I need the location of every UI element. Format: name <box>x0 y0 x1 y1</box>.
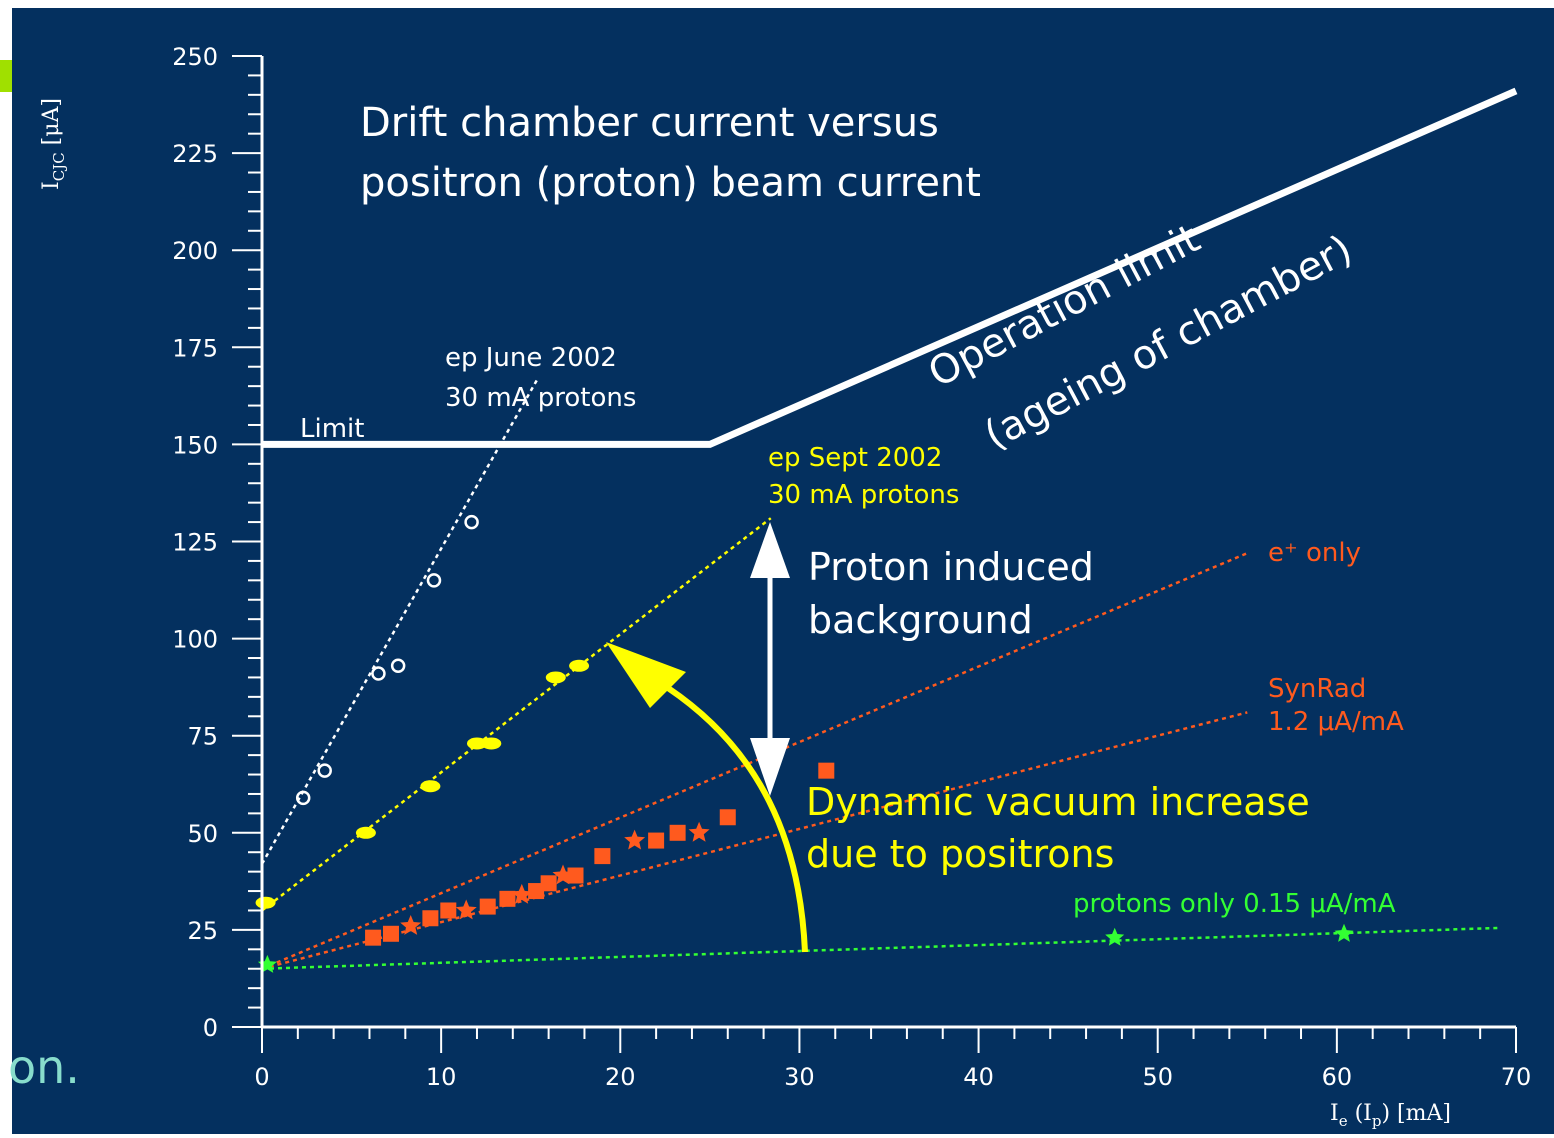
y-tick-label: 150 <box>172 431 218 459</box>
data-point-s1-1 <box>355 826 376 839</box>
data-point-s4-2 <box>1334 923 1354 942</box>
data-point-s1-0 <box>255 896 276 909</box>
dynamic-vacuum-arrow-shaft <box>666 685 808 953</box>
axes <box>232 55 1517 1053</box>
dynamic-vacuum-arrow-head <box>606 642 686 708</box>
data-point-s0-5 <box>464 514 479 530</box>
slide-bullet-mark <box>0 60 12 92</box>
data-point-s1-3 <box>466 737 487 750</box>
x-tick-label: 20 <box>605 1063 636 1091</box>
proton-background-arrow-head-up <box>750 522 790 578</box>
x-tick-label: 30 <box>784 1063 815 1091</box>
proton-background-arrow-head-down <box>750 738 790 796</box>
series-label-eplus: e⁺ only <box>1268 538 1361 568</box>
x-tick-label: 60 <box>1322 1063 1353 1091</box>
x-tick-label: 50 <box>1142 1063 1173 1091</box>
fit-line-0 <box>260 377 539 865</box>
series-label-protons: protons only 0.15 μA/mA <box>1073 889 1396 919</box>
annotation-due-to-positrons: due to positrons <box>806 832 1114 876</box>
data-point-s2-1 <box>382 925 399 942</box>
data-point-s2-3 <box>422 910 439 927</box>
data-point-s2-0 <box>365 929 382 946</box>
data-point-s1-5 <box>545 671 566 684</box>
y-tick-label: 0 <box>203 1014 218 1042</box>
y-tick-label: 50 <box>187 820 218 848</box>
x-tick-label: 40 <box>963 1063 994 1091</box>
y-tick-label: 200 <box>172 237 218 265</box>
chart-title: Drift chamber current versus <box>360 100 939 146</box>
data-point-s2-16 <box>669 824 686 841</box>
y-axis-label: ICJC [μA] <box>39 98 68 190</box>
series-label-synrad: SynRad <box>1268 674 1366 704</box>
annotation-proton-induced: Proton induced <box>808 545 1094 589</box>
data-point-s2-13 <box>594 848 611 865</box>
fit-line-1 <box>261 517 772 912</box>
data-point-s2-10 <box>540 875 557 892</box>
data-point-s0-4 <box>426 573 442 588</box>
annotation-dynamic-vacuum: Dynamic vacuum increase <box>806 780 1310 824</box>
data-point-s2-5 <box>455 899 477 920</box>
annotation-background: background <box>808 598 1033 642</box>
tick-labels: 0 25 50 75 100 125 150 175 200 225 250 0 10 20 30 40 50 6… <box>172 43 1531 1091</box>
x-tick-label: 70 <box>1501 1063 1532 1091</box>
y-tick-label: 25 <box>187 917 218 945</box>
series-label-sept: ep Sept 2002 <box>768 443 942 473</box>
data-point-s0-2 <box>371 666 386 681</box>
data-points <box>255 514 1354 973</box>
series-label-sept-2: 30 mA protons <box>768 480 959 510</box>
fit-line-4 <box>261 926 1499 970</box>
y-tick-label: 125 <box>172 529 218 557</box>
data-point-s2-7 <box>499 890 516 907</box>
annotation-arrows <box>606 522 808 953</box>
data-point-s1-4 <box>481 737 502 750</box>
data-point-s2-14 <box>624 829 646 850</box>
limit-polyline <box>262 87 1518 448</box>
series-label-synrad-2: 1.2 μA/mA <box>1268 707 1404 737</box>
data-point-s2-19 <box>818 762 835 779</box>
slide-fragment-text: on. <box>8 1040 80 1094</box>
y-tick-label: 175 <box>172 334 218 362</box>
series-label-june-2: 30 mA protons <box>445 383 636 413</box>
fit-line-2 <box>261 552 1248 970</box>
data-point-s2-17 <box>688 821 710 842</box>
data-point-s2-6 <box>479 898 496 915</box>
y-tick-label: 100 <box>172 626 218 654</box>
x-tick-label: 0 <box>254 1063 269 1091</box>
data-point-s2-4 <box>440 902 457 919</box>
x-axis-label: Ie (Ip) [mA] <box>1330 1101 1451 1130</box>
series-label-june: ep June 2002 <box>445 343 617 373</box>
data-point-s1-6 <box>569 659 590 672</box>
x-tick-label: 10 <box>426 1063 457 1091</box>
data-point-s0-0 <box>295 790 311 806</box>
y-tick-label: 225 <box>172 140 218 168</box>
data-point-s4-1 <box>1105 927 1125 946</box>
data-point-s2-12 <box>567 867 584 884</box>
data-point-s2-15 <box>648 832 665 849</box>
data-point-s2-18 <box>719 809 736 826</box>
chart-subtitle: positron (proton) beam current <box>360 160 981 206</box>
data-point-s0-3 <box>390 658 406 674</box>
data-point-s2-2 <box>400 915 422 935</box>
y-tick-label: 250 <box>172 43 218 71</box>
limit-line <box>262 87 1518 448</box>
y-tick-label: 75 <box>187 723 218 751</box>
data-point-s0-1 <box>317 763 332 778</box>
data-point-s1-2 <box>420 780 441 793</box>
data-point-s2-8 <box>511 883 533 904</box>
data-point-s2-9 <box>528 883 545 900</box>
limit-label: Limit <box>300 414 364 444</box>
